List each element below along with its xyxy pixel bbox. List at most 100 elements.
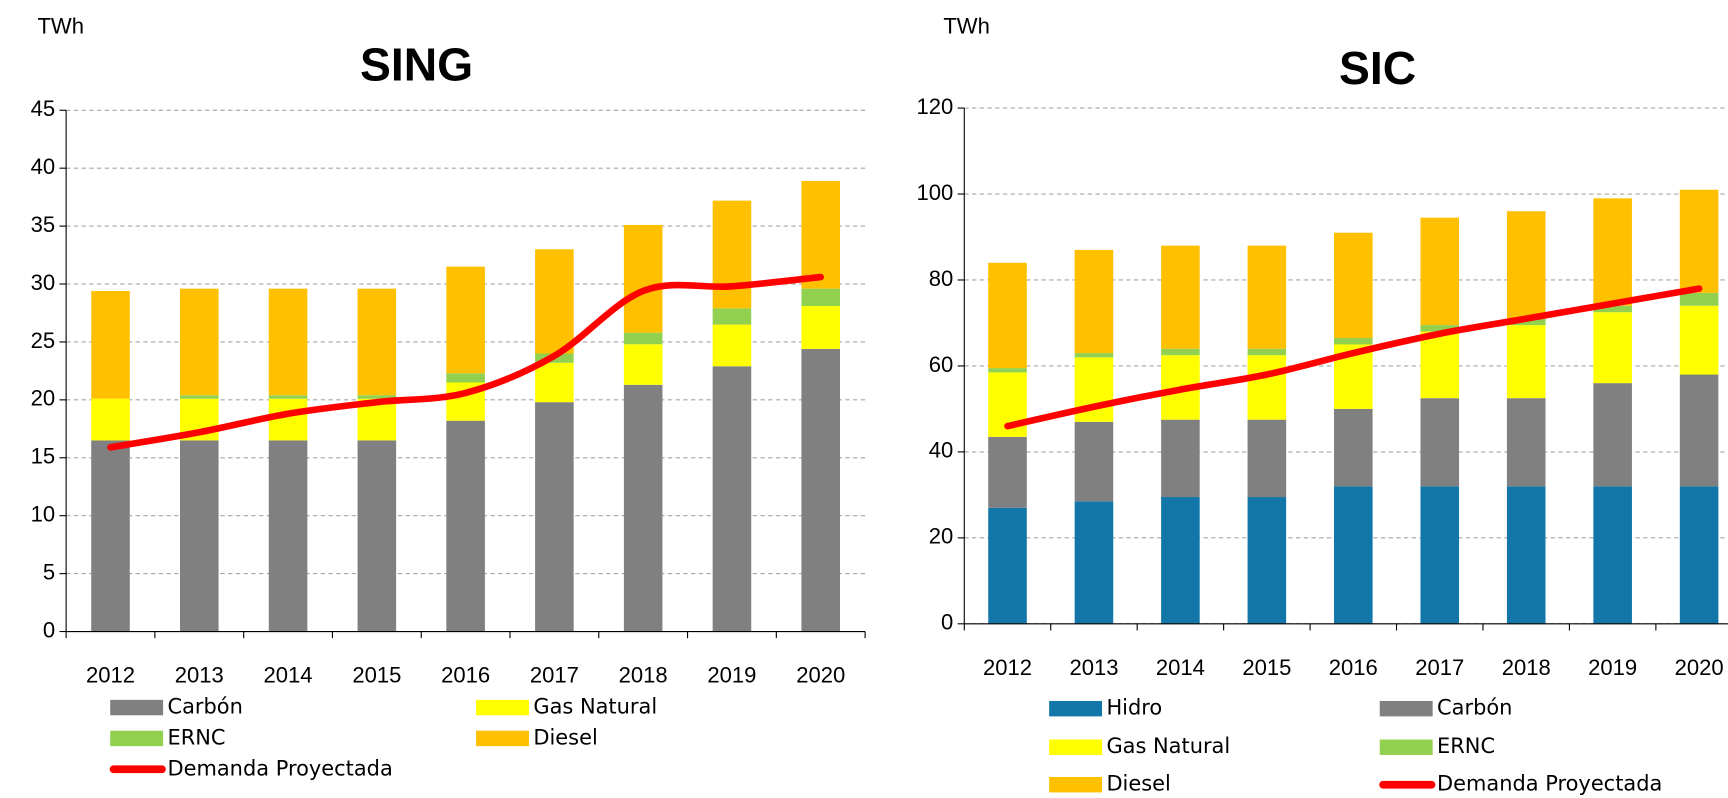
x-tick-label: 2019 (707, 663, 756, 688)
x-tick-label: 2017 (530, 663, 579, 688)
bar-segment (801, 348, 840, 632)
legend-label: Diesel (533, 725, 597, 749)
y-tick-label: 0 (43, 617, 55, 642)
bar-segment (623, 332, 663, 345)
legend-label: Gas Natural (533, 695, 657, 719)
bar-segment (1506, 486, 1546, 624)
chart-title: SING (360, 39, 473, 91)
bar-segment (268, 395, 308, 399)
bar-segment (1420, 398, 1460, 487)
x-tick-label: 2013 (175, 663, 224, 688)
x-tick-label: 2014 (264, 663, 313, 688)
y-tick-label: 20 (929, 524, 954, 549)
legend-swatch (1379, 739, 1433, 755)
bar-segment (988, 436, 1027, 508)
x-tick-label: 2013 (1069, 655, 1118, 680)
bar-segment (1334, 408, 1373, 487)
y-tick-label: 5 (43, 559, 55, 584)
bar-segment (180, 440, 219, 632)
bar-segment (1593, 383, 1632, 487)
bar-segment (1161, 245, 1200, 349)
bar-segment (712, 324, 752, 367)
bar-segment (180, 288, 219, 396)
y-tick-label: 100 (916, 180, 953, 205)
bar-segment (988, 507, 1027, 624)
y-tick-label: 0 (941, 610, 953, 635)
bar-segment (1506, 211, 1546, 319)
x-tick-label: 2020 (1675, 655, 1724, 680)
bar-segment (535, 362, 574, 403)
y-tick-label: 25 (31, 328, 56, 353)
bar-segment (535, 249, 574, 354)
chart-title: SIC (1339, 42, 1416, 94)
bar-segment (1506, 398, 1546, 487)
legend-label: Gas Natural (1106, 734, 1230, 758)
x-tick-label: 2016 (441, 663, 490, 688)
bar-segment (1679, 374, 1719, 487)
bar-segment (1074, 501, 1114, 624)
bar-segment (1679, 189, 1719, 293)
x-tick-label: 2020 (796, 663, 845, 688)
legend-label: Carbón (168, 695, 243, 719)
y-tick-label: 80 (929, 266, 954, 291)
bar-segment (1247, 348, 1287, 356)
legend-swatch (1379, 700, 1433, 717)
bar-segment (91, 290, 130, 399)
legend-swatch (110, 699, 164, 716)
y-tick-label: 60 (929, 352, 954, 377)
bar-segment (1593, 312, 1632, 384)
bar-segment (1679, 305, 1719, 375)
bar-segment (1679, 486, 1719, 624)
demand-line (1004, 285, 1703, 430)
y-tick-label: 120 (916, 94, 953, 119)
bar-segment (446, 373, 485, 383)
bar-segment (268, 440, 308, 632)
bar-segment (988, 262, 1027, 369)
bar-segment (1161, 497, 1200, 624)
legend-swatch (1049, 739, 1103, 755)
y-tick-label: 40 (929, 438, 954, 463)
bar-segment (1247, 245, 1287, 349)
bar-segment (1420, 217, 1460, 326)
legend-label: Hidro (1106, 696, 1162, 720)
y-tick-label: 40 (31, 154, 56, 179)
y-tick-label: 10 (31, 502, 56, 527)
bar-segment (1334, 486, 1373, 624)
y-tick-label: 35 (31, 212, 56, 237)
bar-segment (801, 288, 840, 307)
bar-segment (623, 384, 663, 632)
x-tick-label: 2017 (1415, 655, 1464, 680)
bar-segment (1506, 325, 1546, 399)
legend-label: Diesel (1106, 772, 1170, 796)
legend-label: Demanda Proyectada (1437, 772, 1662, 796)
y-axis-label: TWh (37, 13, 84, 38)
x-tick-label: 2016 (1329, 655, 1378, 680)
bar-segment (1247, 419, 1287, 498)
bar-segment (91, 398, 130, 441)
x-tick-label: 2014 (1156, 655, 1205, 680)
bar-segment (712, 200, 752, 309)
demand-line (107, 273, 825, 451)
legend-label: Carbón (1437, 696, 1512, 720)
bar-segment (1247, 355, 1287, 420)
y-axis-label: TWh (943, 13, 990, 38)
x-tick-label: 2018 (619, 663, 668, 688)
bar-segment (623, 344, 663, 385)
bar-segment (1593, 486, 1632, 624)
y-tick-label: 30 (31, 270, 56, 295)
bar-segment (1074, 249, 1114, 354)
bar-segment (446, 266, 485, 374)
bar-segment (712, 308, 752, 325)
bar-segment (712, 366, 752, 632)
y-tick-label: 45 (31, 96, 56, 121)
bar-segment (1593, 305, 1632, 313)
legend-label: Demanda Proyectada (168, 756, 393, 780)
bar-segment (1420, 331, 1460, 399)
bar-segment (988, 368, 1027, 373)
legend-label: ERNC (1437, 734, 1495, 758)
bar-segment (535, 402, 574, 632)
bar-segment (180, 395, 219, 399)
x-tick-label: 2015 (1242, 655, 1291, 680)
legend-swatch (476, 730, 529, 747)
